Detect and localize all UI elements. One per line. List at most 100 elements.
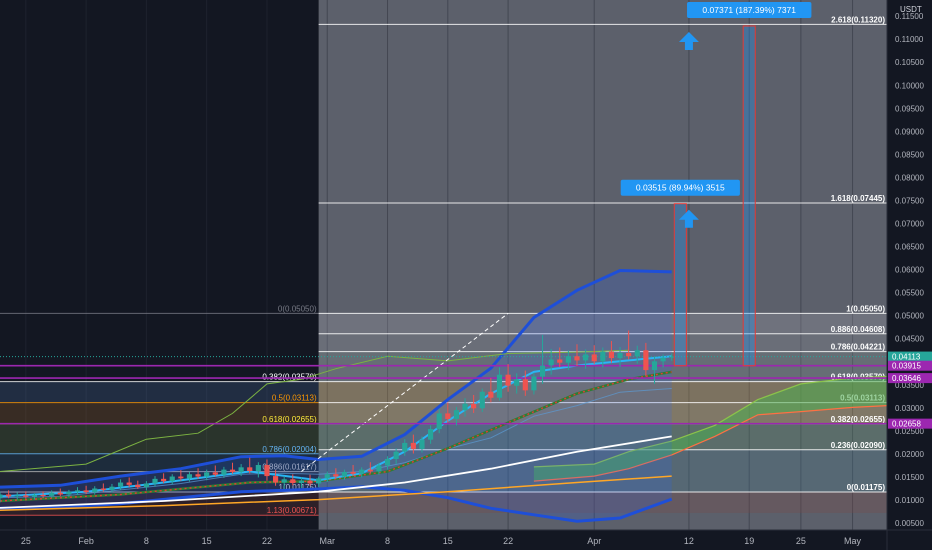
candle-body-35 xyxy=(298,480,304,483)
y-tick-5: 0.09500 xyxy=(895,104,924,113)
y-tick-20: 0.02000 xyxy=(895,450,924,459)
fib-left-label-6: 1(0.01175) xyxy=(279,483,317,492)
price-badge-bg-3 xyxy=(888,418,932,429)
candle-body-34 xyxy=(290,479,296,483)
measure-label-0: 0.03515 (89.94%) 3515 xyxy=(636,183,725,193)
measure-arrow-1 xyxy=(678,31,699,50)
candle-body-55 xyxy=(471,403,477,409)
measure-label-1: 0.07371 (187.39%) 7371 xyxy=(702,5,796,15)
y-tick-14: 0.05000 xyxy=(895,312,924,321)
candle-body-1 xyxy=(6,494,12,497)
candle-body-47 xyxy=(402,442,408,452)
candle-body-28 xyxy=(238,467,244,472)
candle-body-67 xyxy=(574,356,580,361)
fib-left-band-0 xyxy=(0,381,319,403)
x-tick-8: 22 xyxy=(503,536,513,546)
x-tick-7: 15 xyxy=(443,536,453,546)
candle-body-7 xyxy=(57,492,63,495)
candle-body-51 xyxy=(436,413,442,430)
candle-body-68 xyxy=(583,354,589,361)
candle-body-26 xyxy=(221,469,227,475)
ma-orange xyxy=(0,475,672,511)
candle-body-25 xyxy=(212,472,218,475)
price-badge-bg-2 xyxy=(888,373,932,384)
candle-body-77 xyxy=(660,357,666,362)
fib-left-label-2: 0.5(0.03113) xyxy=(272,394,317,403)
ichimoku-cloud xyxy=(533,375,888,482)
candle-body-14 xyxy=(117,482,124,487)
fib-right-label-3: 0.886(0.04608) xyxy=(831,325,886,334)
candle-body-43 xyxy=(367,469,373,472)
measure-tools: 0.03515 (89.94%) 3515 0.07371 (187.39%) 7… xyxy=(620,1,812,367)
x-tick-2: 8 xyxy=(144,536,149,546)
candle-body-31 xyxy=(264,465,270,477)
candle-body-17 xyxy=(143,483,149,488)
currency-label: USDT xyxy=(900,5,922,14)
y-tick-8: 0.08000 xyxy=(895,173,924,182)
y-tick-18: 0.03000 xyxy=(895,404,924,413)
fib-right-label-8: 0.236(0.02090) xyxy=(831,441,886,450)
candle-body-22 xyxy=(186,474,193,479)
candle-body-72 xyxy=(617,353,623,359)
candle-body-65 xyxy=(557,359,563,363)
x-tick-3: 15 xyxy=(202,536,212,546)
fib-right-band-3 xyxy=(318,381,887,403)
candle-body-15 xyxy=(126,482,132,485)
fib-right-label-2: 1(0.05050) xyxy=(846,304,885,313)
y-tick-23: 0.00500 xyxy=(895,519,924,528)
y-axis-panel xyxy=(887,0,932,550)
x-tick-0: 25 xyxy=(21,536,31,546)
cloud-top-line xyxy=(533,375,888,468)
fib-right-label-1: 1.618(0.07445) xyxy=(831,194,886,203)
candle-body-32 xyxy=(272,476,279,483)
fib-right-band-1 xyxy=(318,333,887,352)
ma-white xyxy=(0,435,672,509)
y-tick-3: 0.10500 xyxy=(895,58,924,67)
candle-body-54 xyxy=(462,403,468,411)
candle-body-53 xyxy=(453,410,460,419)
fib-left-label-5: 0.886(0.01617) xyxy=(262,463,317,472)
fib-right-label-4: 0.786(0.04221) xyxy=(831,343,886,352)
y-tick-22: 0.01000 xyxy=(895,496,924,505)
candle-body-5 xyxy=(40,494,46,496)
candle-body-2 xyxy=(14,495,20,497)
candle-body-36 xyxy=(307,480,313,484)
candle-body-12 xyxy=(100,488,106,490)
y-tick-2: 0.11000 xyxy=(895,35,924,44)
candle-body-42 xyxy=(359,469,365,474)
candle-body-46 xyxy=(393,451,399,460)
y-tick-1: 0.11500 xyxy=(895,12,924,21)
candle-body-16 xyxy=(135,484,141,488)
candle-body-4 xyxy=(31,494,38,497)
y-tick-11: 0.06500 xyxy=(895,243,924,252)
candle-body-69 xyxy=(591,354,597,362)
candle-body-8 xyxy=(66,491,72,495)
x-tick-6: 8 xyxy=(385,536,390,546)
cloud-fill xyxy=(533,376,887,482)
candle-body-37 xyxy=(316,478,322,484)
fib-left-label-4: 0.786(0.02004) xyxy=(262,445,317,454)
candle-body-0 xyxy=(0,494,3,499)
lagging-line xyxy=(0,349,629,472)
candle-body-70 xyxy=(600,351,606,362)
y-tick-9: 0.07500 xyxy=(895,196,924,205)
fib-left-label-1: 0.382(0.03570) xyxy=(262,373,317,382)
price-badge-3: 0.02658 xyxy=(892,420,921,429)
candle-body-74 xyxy=(634,350,640,357)
candle-body-75 xyxy=(643,350,649,371)
measure-box-0 xyxy=(673,203,687,367)
y-tick-4: 0.10000 xyxy=(895,81,924,90)
y-tick-7: 0.08500 xyxy=(895,150,924,159)
measure-box-1 xyxy=(742,25,756,367)
candle-body-33 xyxy=(281,479,287,483)
candle-body-3 xyxy=(23,495,29,497)
candle-body-29 xyxy=(247,467,253,472)
candle-body-76 xyxy=(651,361,658,371)
candle-body-64 xyxy=(548,359,554,366)
candle-body-23 xyxy=(195,474,201,477)
bollinger-upper xyxy=(0,268,672,489)
x-axis-panel xyxy=(0,530,932,550)
candle-body-11 xyxy=(92,488,98,493)
candle-body-45 xyxy=(384,459,391,466)
